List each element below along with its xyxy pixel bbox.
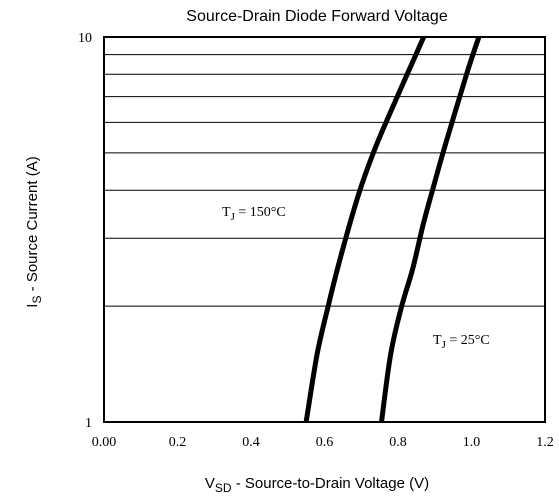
y-tick-label: 10	[78, 31, 92, 46]
curve-150c	[303, 36, 426, 423]
x-tick-label: 0.6	[316, 435, 334, 450]
x-tick-label: 0.2	[169, 435, 187, 450]
y-tick-label: 1	[85, 416, 92, 431]
chart-title: Source-Drain Diode Forward Voltage	[186, 8, 448, 25]
series-label-150c: TJ = 150°C	[222, 205, 286, 223]
plot-grid	[104, 36, 545, 423]
x-tick-label: 1.0	[463, 435, 481, 450]
x-axis-label: VSD - Source-to-Drain Voltage (V)	[205, 475, 429, 495]
curve-25c	[379, 36, 482, 423]
x-tick-label: 0.00	[92, 435, 117, 450]
y-axis-ticks: 1 10	[78, 31, 92, 431]
x-tick-label: 0.8	[389, 435, 407, 450]
x-tick-label: 1.2	[536, 435, 554, 450]
x-axis-ticks: 0.00 0.2 0.4 0.6 0.8 1.0 1.2	[92, 435, 554, 450]
series-curves	[303, 36, 482, 423]
y-axis-label: IS - Source Current (A)	[24, 156, 44, 307]
plot-frame	[103, 36, 546, 423]
x-tick-label: 0.4	[242, 435, 260, 450]
series-label-25c: TJ = 25°C	[433, 333, 490, 351]
